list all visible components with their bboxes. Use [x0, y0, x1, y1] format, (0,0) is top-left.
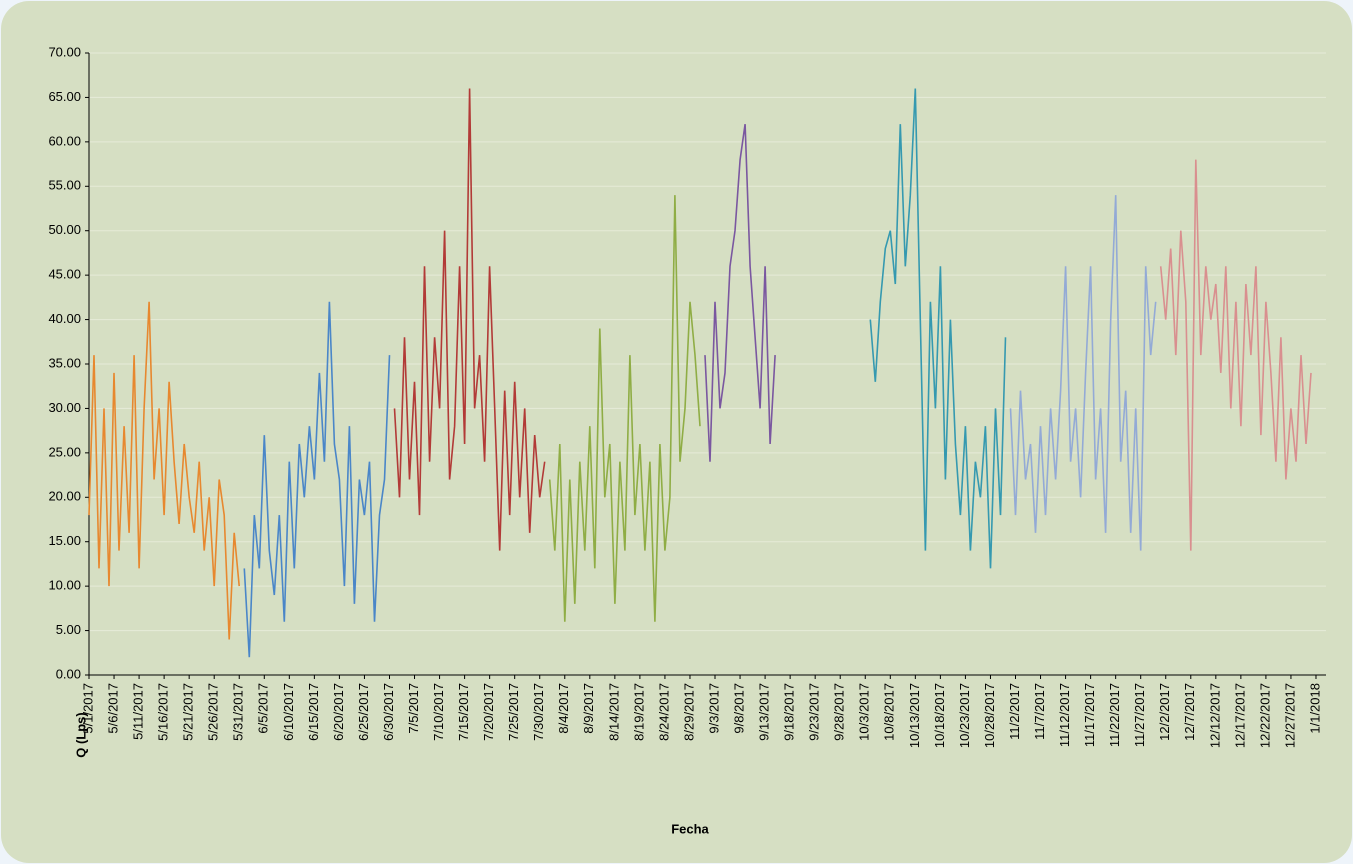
- x-tick-label: 11/7/2017: [1032, 683, 1047, 740]
- x-tick-label: 11/2/2017: [1007, 683, 1022, 740]
- x-tick-label: 8/24/2017: [656, 683, 671, 741]
- x-tick-label: 9/13/2017: [757, 683, 772, 741]
- series-line: [869, 88, 1007, 569]
- x-tick-label: 5/11/2017: [131, 683, 146, 740]
- x-tick-label: 10/8/2017: [882, 683, 897, 741]
- x-axis-label: Fecha: [671, 821, 709, 836]
- y-tick-label: 70.00: [48, 44, 81, 59]
- x-tick-label: 12/7/2017: [1182, 683, 1197, 741]
- y-tick-label: 40.00: [48, 311, 81, 326]
- series-line: [704, 123, 776, 462]
- y-tick-label: 30.00: [48, 400, 81, 415]
- x-tick-label: 7/10/2017: [431, 683, 446, 741]
- y-tick-label: 65.00: [48, 89, 81, 104]
- x-tick-label: 6/5/2017: [256, 683, 271, 734]
- x-tick-label: 6/25/2017: [356, 683, 371, 741]
- x-tick-label: 5/31/2017: [231, 683, 246, 741]
- y-tick-label: 25.00: [48, 444, 81, 459]
- x-tick-label: 12/22/2017: [1257, 683, 1272, 748]
- x-tick-label: 9/3/2017: [706, 683, 721, 734]
- x-tick-label: 5/6/2017: [105, 683, 120, 734]
- x-tick-label: 11/17/2017: [1082, 683, 1097, 747]
- x-tick-label: 10/28/2017: [982, 683, 997, 748]
- x-tick-label: 7/30/2017: [531, 683, 546, 741]
- y-tick-label: 35.00: [48, 355, 81, 370]
- x-tick-label: 1/1/2018: [1307, 683, 1322, 734]
- y-tick-label: 60.00: [48, 133, 81, 148]
- series-line: [1159, 159, 1312, 551]
- x-tick-label: 12/12/2017: [1207, 683, 1222, 748]
- series-line: [88, 301, 240, 640]
- y-tick-label: 5.00: [56, 622, 81, 637]
- series-line: [1009, 195, 1157, 551]
- x-tick-label: 8/19/2017: [631, 683, 646, 741]
- x-tick-label: 8/4/2017: [556, 683, 571, 734]
- series-line: [243, 301, 391, 658]
- y-tick-label: 20.00: [48, 489, 81, 504]
- x-tick-label: 7/20/2017: [481, 683, 496, 741]
- x-tick-label: 8/14/2017: [606, 683, 621, 741]
- x-tick-label: 8/9/2017: [581, 683, 596, 734]
- x-tick-label: 12/2/2017: [1157, 683, 1172, 741]
- x-tick-label: 9/18/2017: [782, 683, 797, 741]
- y-tick-label: 10.00: [48, 578, 81, 593]
- x-tick-label: 10/13/2017: [907, 683, 922, 748]
- x-tick-label: 11/22/2017: [1107, 683, 1122, 747]
- series-line: [393, 88, 546, 551]
- y-tick-label: 0.00: [56, 666, 81, 681]
- y-tick-label: 15.00: [48, 533, 81, 548]
- x-tick-label: 5/26/2017: [206, 683, 221, 741]
- x-tick-label: 9/8/2017: [731, 683, 746, 734]
- x-tick-label: 7/15/2017: [456, 683, 471, 741]
- x-tick-label: 12/17/2017: [1232, 683, 1247, 748]
- x-tick-label: 5/21/2017: [181, 683, 196, 741]
- x-tick-label: 11/12/2017: [1057, 683, 1072, 747]
- x-tick-label: 10/23/2017: [957, 683, 972, 748]
- x-tick-label: 7/25/2017: [506, 683, 521, 741]
- x-tick-label: 10/18/2017: [932, 683, 947, 748]
- y-axis-label: Q (Lps): [73, 712, 88, 758]
- x-tick-label: 6/20/2017: [331, 683, 346, 741]
- x-tick-label: 9/23/2017: [807, 683, 822, 741]
- x-tick-label: 5/1/2017: [80, 683, 95, 734]
- y-tick-label: 45.00: [48, 267, 81, 282]
- x-tick-label: 8/29/2017: [681, 683, 696, 741]
- x-tick-label: 12/27/2017: [1282, 683, 1297, 748]
- x-tick-label: 6/10/2017: [281, 683, 296, 741]
- y-tick-label: 50.00: [48, 222, 81, 237]
- series-line: [548, 195, 701, 622]
- y-tick-label: 55.00: [48, 178, 81, 193]
- x-tick-label: 5/16/2017: [156, 683, 171, 741]
- x-tick-label: 10/3/2017: [857, 683, 872, 741]
- x-tick-label: 11/27/2017: [1132, 683, 1147, 747]
- x-tick-label: 6/30/2017: [381, 683, 396, 741]
- x-tick-label: 9/28/2017: [832, 683, 847, 741]
- x-tick-label: 6/15/2017: [306, 683, 321, 741]
- x-tick-label: 7/5/2017: [406, 683, 421, 734]
